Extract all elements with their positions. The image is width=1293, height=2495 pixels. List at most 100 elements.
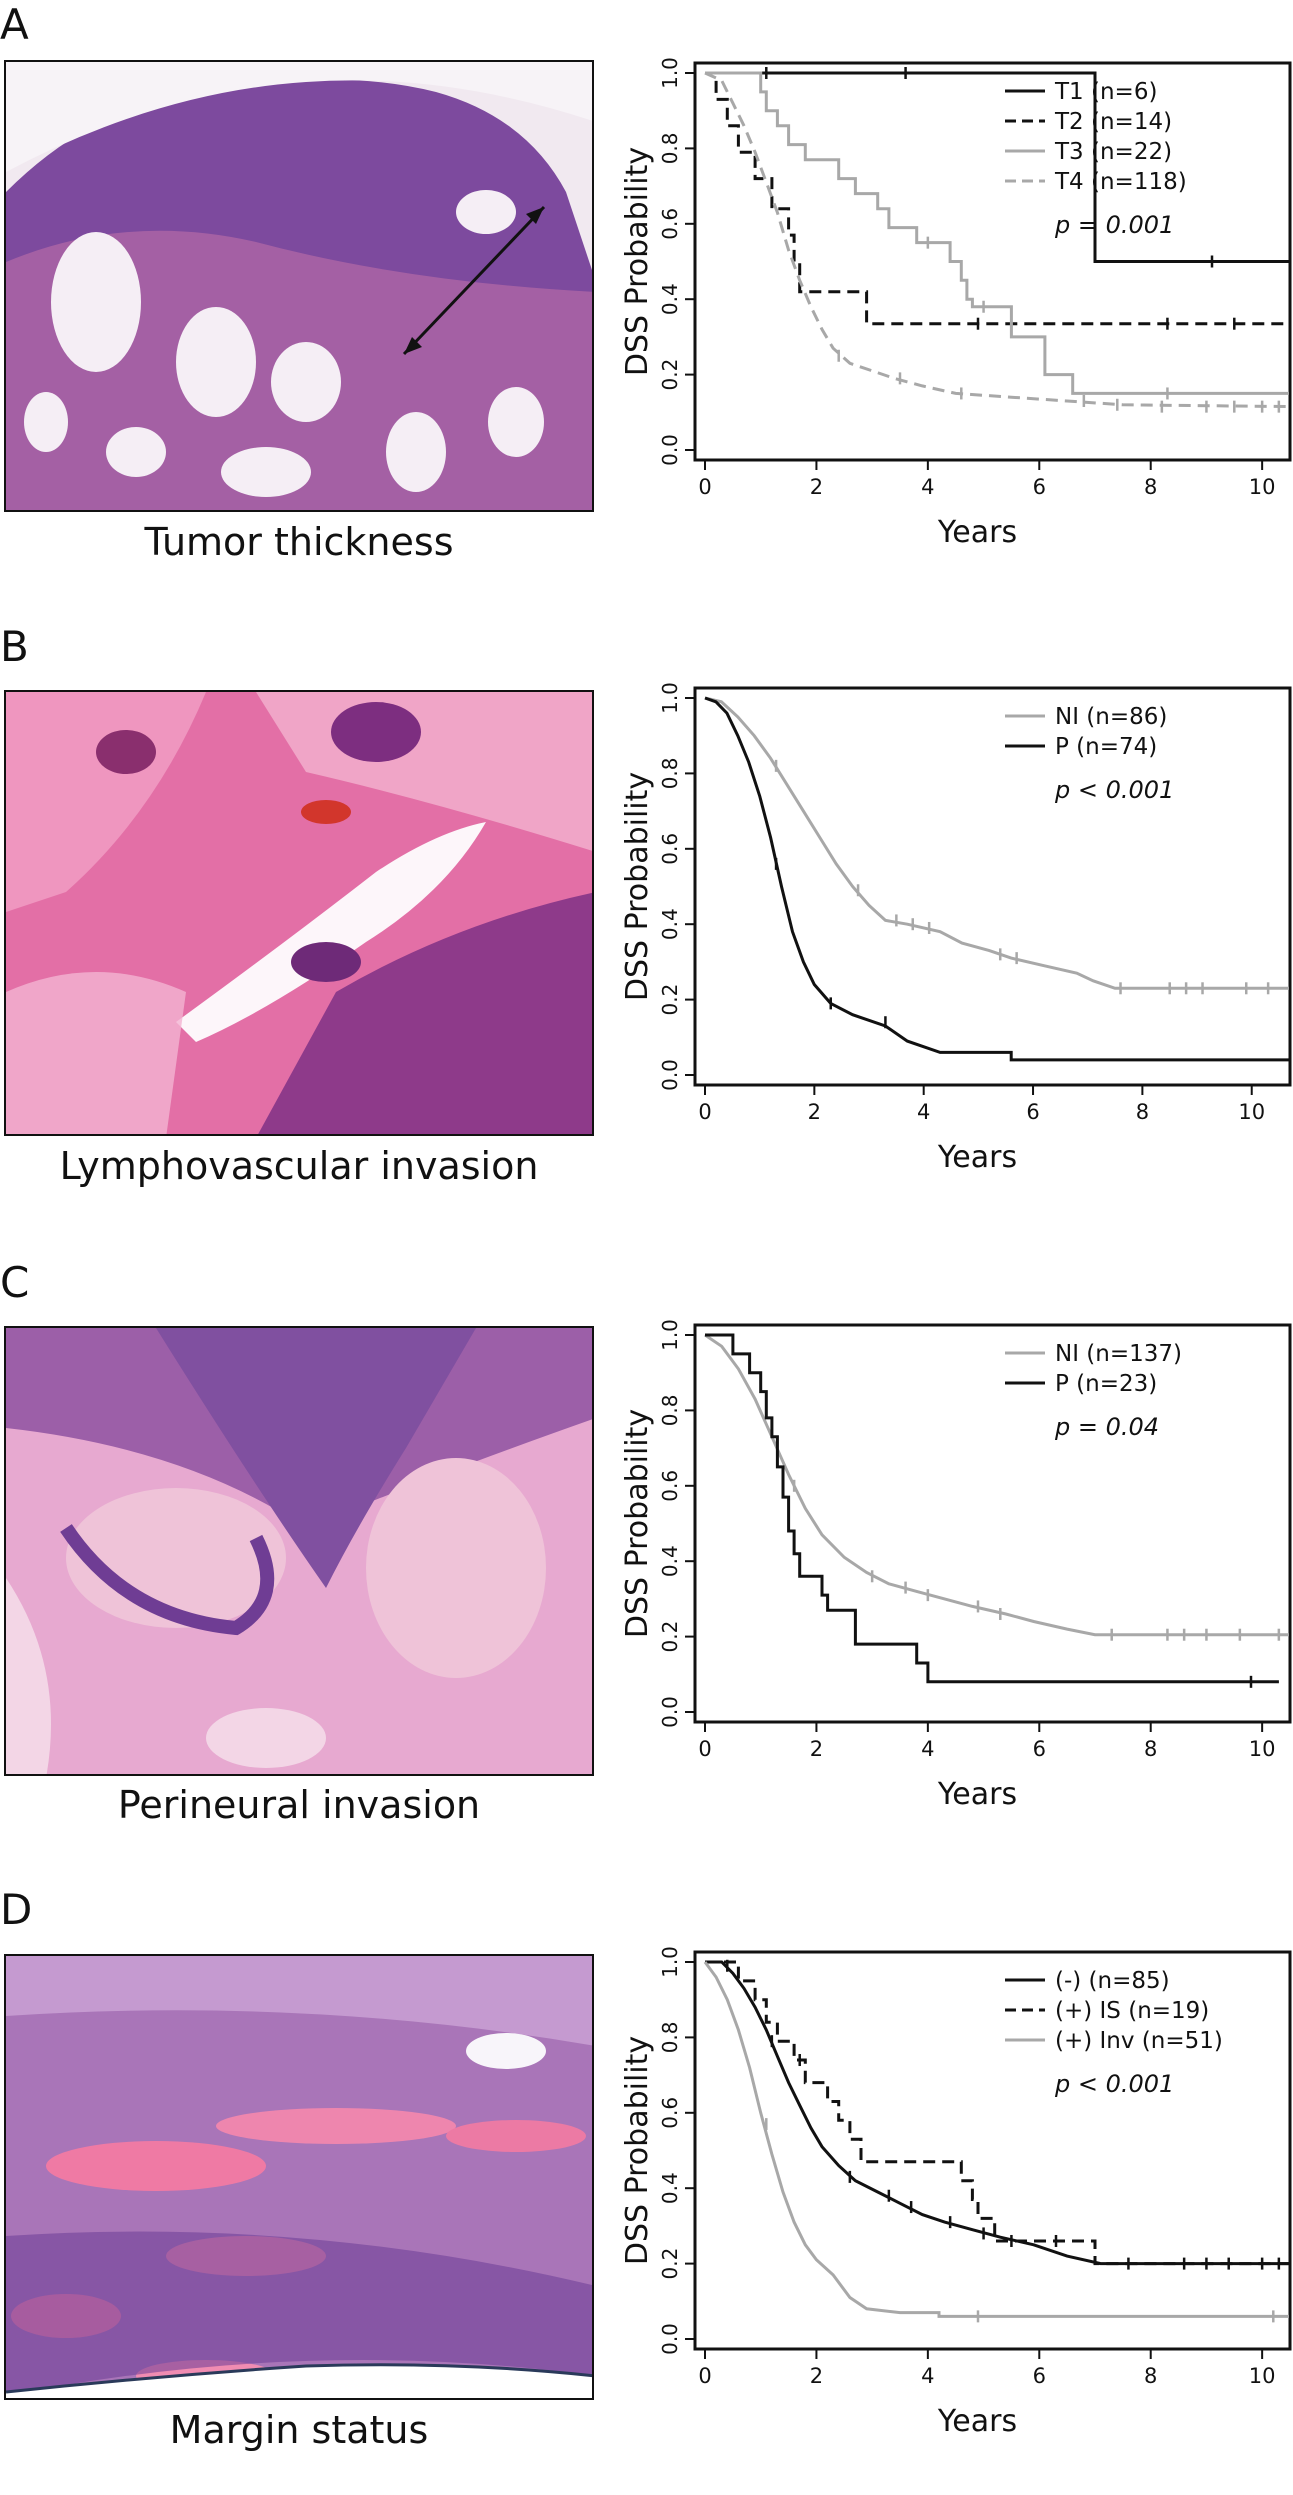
series-line-1 [705,1960,1289,2266]
x-tick-label: 0 [698,475,711,499]
x-axis-label: Years [937,515,1017,550]
km-chart-d: 0.0 0.2 0.4 0.6 0.8 1.0 0 2 4 6 8 10 DSS Probability… [620,1946,1292,2439]
micrograph-tumor-thickness [4,60,594,512]
y-axis-label: DSS Probability [620,2036,655,2265]
x-tick-label: 10 [1249,2364,1276,2388]
y-tick-label: 0.2 [658,1621,682,1653]
legend-label-2: T3 (n=22) [1054,139,1172,165]
y-tick-label: 0.0 [658,434,682,466]
y-tick-label: 0.6 [658,2097,682,2129]
legend-label-0: NI (n=137) [1055,1341,1182,1367]
legend-label-0: NI (n=86) [1055,704,1167,730]
legend-label-3: T4 (n=118) [1054,169,1187,195]
legend-label-0: (-) (n=85) [1055,1968,1170,1994]
x-axis-label: Years [937,1777,1017,1812]
y-tick-label: 0.8 [658,757,682,789]
y-tick-label: 1.0 [658,682,682,714]
x-tick-label: 10 [1249,1737,1276,1761]
y-tick-label: 0.2 [658,2248,682,2280]
x-tick-label: 0 [698,2364,711,2388]
plot-frame [693,686,1292,1087]
series-line-0 [704,1333,1289,1637]
x-tick-label: 8 [1136,1100,1149,1124]
plot-frame [693,1950,1292,2351]
caption-margin-status: Margin status [169,2408,429,2452]
y-tick-label: 0.8 [658,1394,682,1426]
y-tick-label: 1.0 [658,57,682,89]
x-tick-label: 4 [917,1100,930,1124]
tissue-image-d [6,1956,592,2398]
x-tick-label: 6 [1033,2364,1046,2388]
caption-perineural-invasion: Perineural invasion [117,1783,481,1827]
y-tick-label: 0.4 [658,1545,682,1577]
series-line-2 [703,1961,1289,2318]
panel-letter-b: B [0,622,29,671]
x-tick-label: 4 [921,475,934,499]
y-axis-label: DSS Probability [620,147,655,376]
x-tick-label: 8 [1144,2364,1157,2388]
km-chart-a: 0.0 0.2 0.4 0.6 0.8 1.0 0 2 4 6 8 10 DSS Probability… [620,57,1292,550]
series-line-1 [705,1333,1279,1684]
x-tick-label: 2 [810,1737,823,1761]
micrograph-margin-status [4,1954,594,2400]
y-tick-label: 0.6 [658,208,682,240]
series-line-1 [705,71,1289,326]
y-tick-label: 0.0 [658,2323,682,2355]
legend-label-1: (+) IS (n=19) [1055,1998,1209,2024]
micrograph-perineural-invasion [4,1326,594,1776]
y-tick-label: 0.8 [658,2021,682,2053]
y-axis-label: DSS Probability [620,772,655,1001]
caption-lymphovascular-invasion: Lymphovascular invasion [59,1144,539,1188]
y-tick-label: 0.4 [658,2172,682,2204]
y-tick-label: 0.0 [658,1059,682,1091]
y-axis-label: DSS Probability [620,1409,655,1638]
x-tick-label: 6 [1033,1737,1046,1761]
series-line-0 [705,71,1289,263]
y-tick-label: 0.6 [658,833,682,865]
tissue-image-c [6,1328,592,1774]
p-value: p = 0.001 [1054,211,1174,239]
tissue-image-a [6,62,592,510]
plot-frame [693,1323,1292,1724]
x-tick-label: 0 [698,1737,711,1761]
km-chart-b: 0.0 0.2 0.4 0.6 0.8 1.0 0 2 4 6 8 10 DSS Probability… [620,682,1292,1175]
panel-letter-a: A [0,0,29,49]
p-value: p = 0.04 [1054,1413,1159,1441]
tissue-image-b [6,692,592,1134]
x-tick-label: 4 [921,2364,934,2388]
panel-letter-d: D [0,1885,33,1934]
x-tick-label: 6 [1026,1100,1039,1124]
y-tick-label: 0.2 [658,984,682,1016]
x-tick-label: 10 [1249,475,1276,499]
y-tick-label: 0.4 [658,908,682,940]
km-chart-c: 0.0 0.2 0.4 0.6 0.8 1.0 0 2 4 6 8 10 DSS Probability… [620,1319,1292,1812]
x-tick-label: 10 [1238,1100,1265,1124]
p-value: p < 0.001 [1054,776,1174,804]
x-tick-label: 0 [698,1100,711,1124]
y-tick-label: 1.0 [658,1319,682,1351]
x-axis-label: Years [937,1140,1017,1175]
series-line-1 [704,696,1289,1062]
x-tick-label: 2 [810,475,823,499]
legend-label-1: P (n=23) [1055,1371,1157,1397]
legend-label-2: (+) Inv (n=51) [1055,2028,1223,2054]
legend-label-1: P (n=74) [1055,734,1157,760]
y-tick-label: 0.0 [658,1696,682,1728]
y-tick-label: 1.0 [658,1946,682,1978]
series-line-0 [704,696,1289,990]
y-tick-label: 0.6 [658,1470,682,1502]
series-line-3 [704,71,1289,409]
series-line-2 [705,71,1289,395]
x-tick-label: 4 [921,1737,934,1761]
y-tick-label: 0.4 [658,283,682,315]
x-axis-label: Years [937,2404,1017,2439]
x-tick-label: 2 [810,2364,823,2388]
plot-frame [693,61,1292,462]
y-tick-label: 0.8 [658,132,682,164]
panel-letter-c: C [0,1258,30,1307]
x-tick-label: 6 [1033,475,1046,499]
x-tick-label: 2 [808,1100,821,1124]
p-value: p < 0.001 [1054,2070,1174,2098]
y-tick-label: 0.2 [658,359,682,391]
legend-label-0: T1 (n=6) [1054,79,1157,105]
